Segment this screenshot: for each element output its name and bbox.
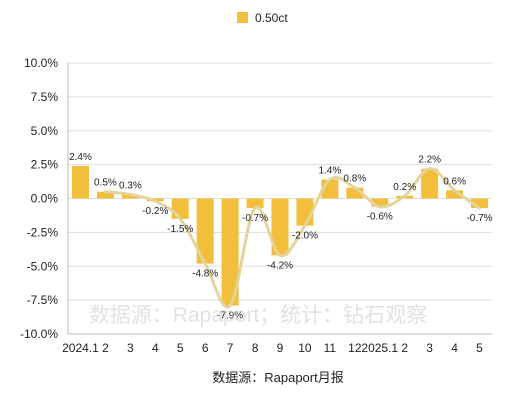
data-labels: 2.4% 0.5% 0.3% -0.2% -1.5% -4.8% -7.9% -0.7% -4.… [69,152,493,322]
data-label: 0.5% [94,178,117,189]
data-label: -4.8% [192,269,218,280]
data-label: 0.8% [343,174,366,185]
x-tick-label: 9 [277,341,284,355]
x-tick-label: 4 [451,341,458,355]
y-tick-label: 10.0% [24,56,58,70]
y-tick-label: 0.0% [31,192,59,206]
bar [71,165,89,199]
data-label: -0.7% [466,213,492,224]
x-tick-label: 11 [324,341,337,355]
bar [96,191,114,199]
legend: 0.50ct [237,11,288,25]
x-tick-label: 10 [298,341,312,355]
data-label: 2.4% [69,152,92,163]
bar [371,198,389,207]
data-label: -0.6% [367,212,393,223]
x-tick-label: 3 [127,341,134,355]
data-label: -4.2% [267,260,293,271]
bar [271,198,289,256]
x-tick-label: 7 [227,341,234,355]
data-label: 1.4% [318,166,341,177]
x-tick-label: 5 [177,341,184,355]
data-label: -0.2% [142,206,168,217]
x-tick-label: 2025.1 [361,341,398,355]
trend-line [103,167,482,309]
bar [471,198,489,208]
y-tick-labels: 10.0% 7.5% 5.0% 2.5% 0.0% -2.5% -5.0% -7.5% -10.… [20,56,58,341]
data-label: 2.2% [418,155,441,166]
y-tick-label: 7.5% [31,90,59,104]
data-label: 0.6% [443,176,466,187]
legend-label: 0.50ct [255,11,288,25]
bar [171,198,189,219]
y-tick-label: -5.0% [27,259,59,273]
x-tick-label: 6 [202,341,209,355]
x-tick-label: 12 [348,341,362,355]
legend-swatch [237,12,248,23]
bar [221,198,239,306]
x-tick-label: 2 [102,341,109,355]
data-label: 0.3% [119,180,142,191]
x-tick-label: 5 [476,341,483,355]
x-tick-label: 4 [152,341,159,355]
y-tick-label: 2.5% [31,158,59,172]
x-tick-label: 2 [401,341,408,355]
line-layer [103,167,482,309]
y-tick-label: -2.5% [27,225,59,239]
data-label: -1.5% [167,224,193,235]
data-label: -7.9% [217,311,243,322]
bar [246,198,264,208]
bar [346,187,364,199]
x-tick-labels: 2024.1 2 3 4 5 6 7 8 9 10 11 12 2025.1 2 3 4 5 [62,341,483,355]
y-tick-label: -7.5% [27,293,59,307]
data-label: -0.7% [242,213,268,224]
data-label: 0.2% [393,182,416,193]
y-tick-label: 5.0% [31,124,59,138]
watermark: 数据源：Rapaport；统计：钻石观察 [89,304,427,327]
x-tick-label: 3 [426,341,433,355]
source-note: 数据源：Rapaport月报 [212,370,343,385]
data-label: -2.0% [292,231,318,242]
bar [446,190,464,199]
bar [196,198,214,264]
bar [121,194,139,199]
bar [421,168,439,199]
x-tick-label: 8 [252,341,259,355]
x-tick-label: 2024.1 [62,341,99,355]
y-tick-label: -10.0% [20,327,58,341]
